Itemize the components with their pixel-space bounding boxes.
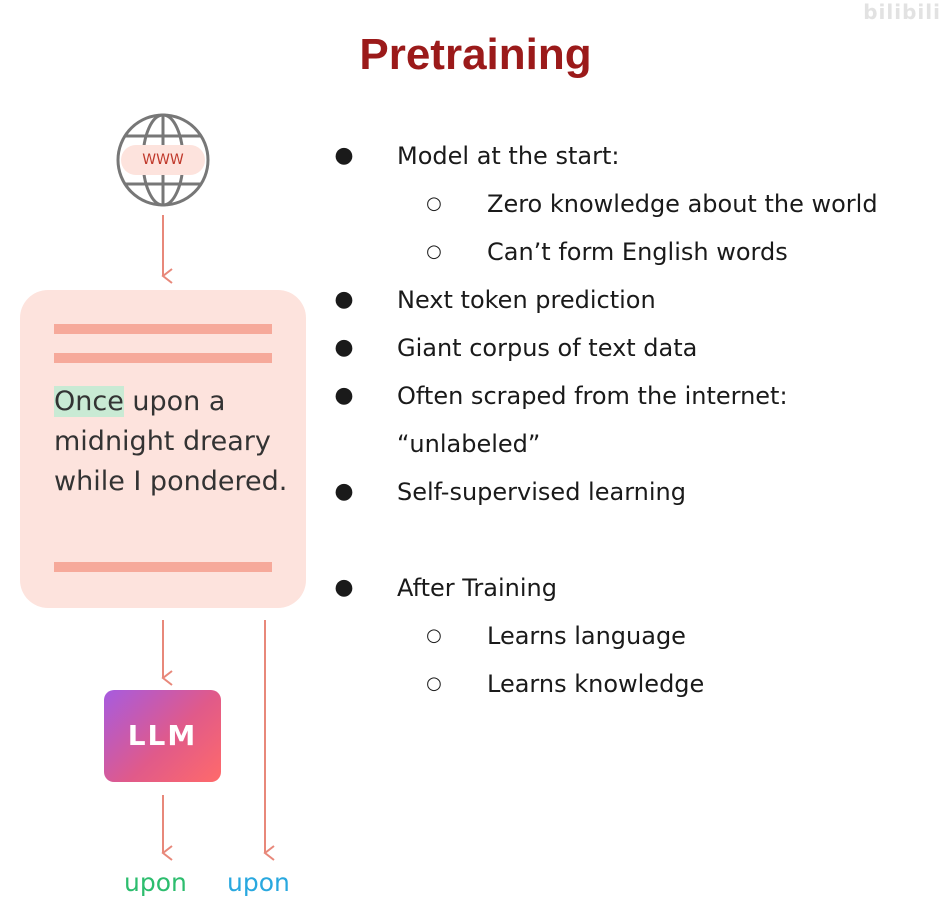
bullet-dot-icon: ● xyxy=(334,575,354,600)
corpus-sentence-rest: upon a midnight dreary while I pondered. xyxy=(54,386,288,497)
text-line-bar xyxy=(54,353,272,363)
bullet-item: ● Next token prediction xyxy=(330,278,930,326)
bullet-item: ● Often scraped from the internet: xyxy=(330,374,930,422)
predicted-token: upon xyxy=(124,868,187,897)
target-token: upon xyxy=(227,868,290,897)
text-corpus-card: Once upon a midnight dreary while I pond… xyxy=(20,290,306,608)
corpus-sentence: Once upon a midnight dreary while I pond… xyxy=(54,382,294,502)
bilibili-watermark: bilibili xyxy=(863,0,941,24)
bullet-circle-icon: ○ xyxy=(426,193,442,214)
llm-model-box: LLM xyxy=(104,690,221,782)
bullet-item: ● Self-supervised learning xyxy=(330,470,930,518)
bullet-list: ● Model at the start: ○ Zero knowledge abo… xyxy=(330,134,930,710)
bullet-circle-icon: ○ xyxy=(426,241,442,262)
sub-bullet-item: ○ Learns knowledge xyxy=(330,662,930,710)
bullet-circle-icon: ○ xyxy=(426,673,442,694)
bullet-item: ● Model at the start: xyxy=(330,134,930,182)
sub-bullet-item: ○ Learns language xyxy=(330,614,930,662)
sub-bullet-item: ○ Zero knowledge about the world xyxy=(330,182,930,230)
www-label: WWW xyxy=(121,145,205,175)
bullet-dot-icon: ● xyxy=(334,335,354,360)
text-line-bar xyxy=(54,324,272,334)
bullet-dot-icon: ● xyxy=(334,479,354,504)
bullet-dot-icon: ● xyxy=(334,143,354,168)
current-token-highlight: Once xyxy=(54,386,124,417)
list-spacer xyxy=(330,518,930,566)
bullet-item: ● Giant corpus of text data xyxy=(330,326,930,374)
bullet-circle-icon: ○ xyxy=(426,625,442,646)
bullet-dot-icon: ● xyxy=(334,287,354,312)
sub-bullet-item: ○ Can’t form English words xyxy=(330,230,930,278)
slide-title: Pretraining xyxy=(359,30,592,79)
bullet-item: ● After Training xyxy=(330,566,930,614)
text-line-bar xyxy=(54,562,272,572)
bullet-continuation: “unlabeled” xyxy=(397,430,541,458)
bullet-dot-icon: ● xyxy=(334,383,354,408)
